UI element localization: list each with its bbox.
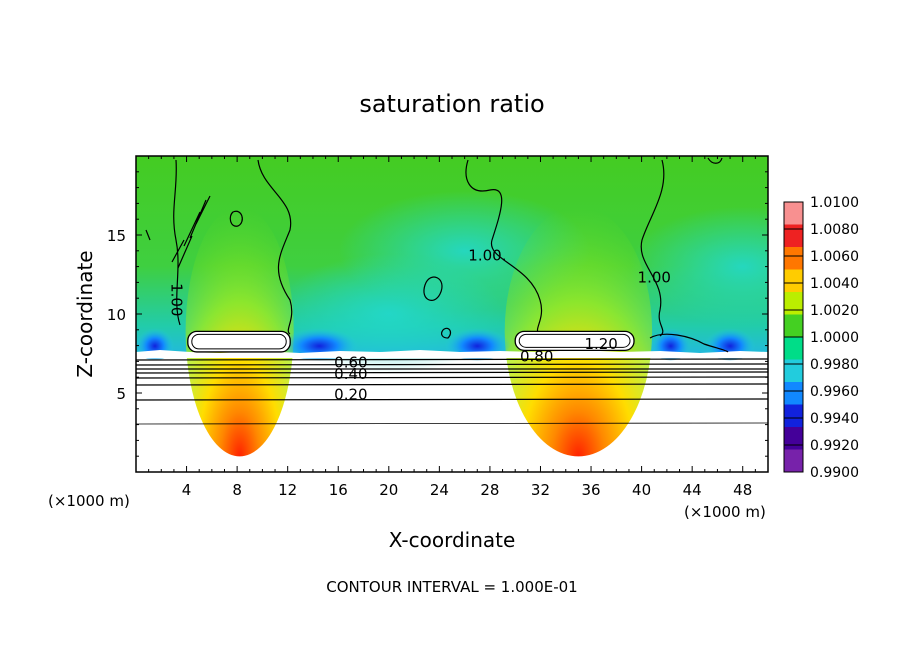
colorbar-swatch [784, 337, 803, 360]
y-tick-label: 10 [107, 306, 126, 324]
x-tick-label: 44 [683, 481, 702, 499]
colorbar-label: 0.9960 [810, 384, 859, 400]
z-axis-unit: (×1000 m) [48, 492, 130, 510]
contour-line [171, 195, 211, 269]
boundary-layer-edge [136, 350, 768, 358]
colorbar-label: 1.0020 [810, 303, 859, 319]
contour-line [229, 210, 243, 227]
contour-line [136, 376, 768, 379]
colorbar-label: 1.0040 [810, 276, 859, 292]
contour-line [640, 159, 665, 337]
colorbar-swatch [784, 247, 803, 270]
y-axis-label: Z-coordinate [73, 250, 97, 377]
y-tick-label: 15 [107, 227, 126, 245]
contour-lines [136, 157, 768, 425]
colorbar-swatch [784, 292, 803, 315]
contour-interval-note: CONTOUR INTERVAL = 1.000E-01 [326, 578, 577, 596]
colorbar-swatch [784, 427, 803, 450]
contour-line [136, 358, 768, 361]
colorbar-label: 1.0060 [810, 249, 859, 265]
contour-line [136, 363, 768, 366]
contour-line [423, 276, 443, 301]
colorbar-label: 1.0080 [810, 222, 859, 238]
x-tick-label: 40 [632, 481, 651, 499]
contour-line [173, 159, 181, 326]
y-tick-label: 5 [116, 385, 126, 403]
contour-line [145, 229, 151, 241]
colorbar-swatch [784, 382, 803, 405]
colorbar-label: 1.0100 [810, 195, 859, 211]
contour-label: 1.20 [584, 335, 617, 353]
contour-line [136, 371, 768, 374]
cloud-regions [187, 330, 635, 353]
moist-patch [629, 206, 768, 327]
contour-label: 1.00 [638, 268, 671, 286]
contour-label: 0.60 [334, 354, 367, 372]
colorbar-swatch [784, 314, 803, 338]
contour-label: 1.00 [167, 283, 185, 316]
colorbar-swatch [784, 449, 803, 473]
x-tick-label: 48 [733, 481, 752, 499]
colorbar-swatch [784, 404, 803, 428]
colorbar-label: 0.9940 [810, 411, 859, 427]
x-axis-label: X-coordinate [389, 528, 516, 552]
x-tick-label: 28 [480, 481, 499, 499]
x-tick-label: 36 [581, 481, 600, 499]
x-tick-label: 32 [531, 481, 550, 499]
contour-line [136, 368, 768, 370]
x-tick-label: 16 [329, 481, 348, 499]
contour-line [465, 159, 543, 335]
x-tick-label: 8 [232, 481, 242, 499]
contour-labels: 1.00 1.00. 1.00 1.20 0.80 0.600.40 0.20 [167, 246, 671, 403]
field-layer [136, 156, 768, 472]
y-axis-ticks: 5 10 15 [107, 171, 768, 457]
contour-label: 1.00. [468, 246, 506, 264]
x-tick-label: 4 [182, 481, 192, 499]
colorbar-label: 1.0000 [810, 330, 859, 346]
cloud-region [514, 330, 635, 351]
contour-label: 0.40 [334, 365, 367, 383]
contour-line [136, 383, 768, 386]
contour-label: 0.80 [520, 347, 553, 365]
colorbar-swatch [784, 202, 803, 225]
colorbar-swatch [784, 359, 803, 383]
chart-title: saturation ratio [359, 90, 544, 118]
x-tick-label: 24 [430, 481, 449, 499]
contour-line [136, 398, 768, 401]
colorbar-label: 0.9920 [810, 438, 859, 454]
x-tick-label: 12 [278, 481, 297, 499]
colorbar-swatch [784, 269, 803, 293]
colorbar-swatch [784, 224, 803, 248]
contour-label: 0.20 [334, 385, 367, 403]
contour-line [257, 159, 293, 335]
cloud-inner-contour [518, 333, 631, 348]
contour-line [649, 333, 729, 353]
contour-line [707, 157, 723, 164]
x-axis-unit: (×1000 m) [684, 503, 766, 521]
cloud-inner-contour [191, 333, 287, 350]
contour-line [441, 327, 452, 339]
x-axis-ticks: 4 8 12 16 20 24 28 32 36 40 44 48 [148, 156, 756, 499]
cloud-region [187, 330, 291, 353]
colorbar-label: 0.9900 [810, 465, 859, 481]
colorbar: 1.0100 1.0080 1.0060 1.0040 1.0020 1.0000 0.99… [783, 195, 859, 481]
colorbar-label: 0.9980 [810, 357, 859, 373]
x-tick-label: 20 [379, 481, 398, 499]
